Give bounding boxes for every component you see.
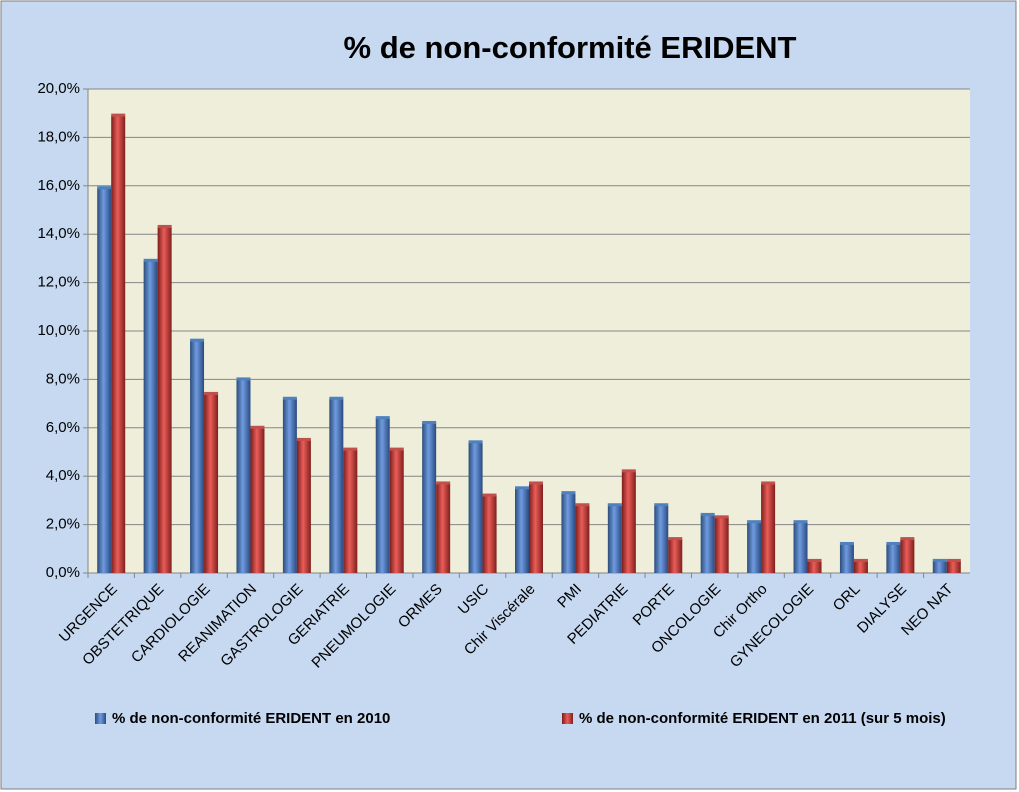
y-tick-label: 4,0% <box>46 467 80 484</box>
bar-cap <box>932 558 947 562</box>
bar <box>515 488 529 573</box>
bar <box>747 522 762 573</box>
bar <box>886 543 901 573</box>
bar <box>97 188 112 573</box>
bar-cap <box>515 486 529 490</box>
y-tick-label: 10,0% <box>37 322 80 339</box>
bar <box>389 449 404 573</box>
bar <box>853 560 868 573</box>
legend-swatch <box>95 713 106 724</box>
bar <box>621 471 636 573</box>
legend-swatch <box>562 713 573 724</box>
bar-cap <box>761 481 776 485</box>
bar <box>668 539 683 573</box>
bar <box>422 422 437 573</box>
bar <box>607 505 622 573</box>
bar <box>932 560 947 573</box>
bar-cap <box>343 447 358 451</box>
legend-entry: % de non-conformité ERIDENT en 2010 <box>95 708 390 730</box>
y-tick-label: 6,0% <box>46 419 80 436</box>
bar-cap <box>575 503 590 507</box>
bar <box>296 439 311 573</box>
bar <box>946 560 961 573</box>
bar <box>761 483 776 573</box>
bar-cap <box>329 396 344 400</box>
bar <box>436 483 451 573</box>
bar <box>654 505 669 573</box>
bar-cap <box>236 377 251 381</box>
bar <box>900 539 915 573</box>
legend-entry: % de non-conformité ERIDENT en 2011 (sur… <box>562 708 962 730</box>
bar <box>529 483 543 573</box>
bar-cap <box>747 520 762 524</box>
y-tick-label: 0,0% <box>46 564 80 581</box>
bar-cap <box>296 437 311 441</box>
bar <box>561 493 576 573</box>
bar <box>807 560 822 573</box>
bar-cap <box>468 440 483 444</box>
bar-cap <box>282 396 297 400</box>
y-tick-label: 14,0% <box>37 225 80 242</box>
bar-cap <box>250 425 265 429</box>
legend-label: % de non-conformité ERIDENT en 2011 (sur… <box>579 710 946 727</box>
bar <box>700 514 715 573</box>
legend-label: % de non-conformité ERIDENT en 2010 <box>112 710 391 727</box>
bar <box>714 517 729 573</box>
bar-cap <box>700 512 715 516</box>
bar-cap <box>839 541 854 545</box>
chart-title: % de non-conformité ERIDENT <box>344 30 797 65</box>
bar <box>236 379 251 573</box>
bar-cap <box>389 447 404 451</box>
bar-cap <box>853 558 868 562</box>
y-tick-label: 8,0% <box>46 370 80 387</box>
bar-cap <box>204 391 219 395</box>
y-tick-label: 20,0% <box>37 80 80 97</box>
bar <box>282 398 297 573</box>
bar <box>482 495 497 573</box>
bar-cap <box>654 503 669 507</box>
bar-cap <box>900 537 915 541</box>
bar <box>157 226 172 573</box>
bar <box>190 340 205 573</box>
bar-cap <box>375 416 390 420</box>
bar-cap <box>621 469 636 473</box>
bar <box>793 522 808 573</box>
bar-cap <box>668 537 683 541</box>
bar-cap <box>607 503 622 507</box>
bar-cap <box>157 224 172 228</box>
bar <box>143 260 158 573</box>
bar-cap <box>436 481 451 485</box>
bar <box>343 449 358 573</box>
bar-cap <box>422 420 437 424</box>
bar-cap <box>111 113 126 117</box>
bar <box>839 543 854 573</box>
bar-cap <box>714 515 729 519</box>
bar-cap <box>482 493 497 497</box>
bar <box>250 427 265 573</box>
bar <box>468 442 483 573</box>
bar <box>375 418 390 573</box>
bar <box>575 505 590 573</box>
bar-cap <box>946 558 961 562</box>
y-tick-label: 12,0% <box>37 274 80 291</box>
bar-cap <box>886 541 901 545</box>
y-tick-label: 2,0% <box>46 516 80 533</box>
bar-cap <box>793 520 808 524</box>
bar-cap <box>529 481 543 485</box>
bar <box>111 115 126 574</box>
y-tick-label: 16,0% <box>37 177 80 194</box>
y-tick-label: 18,0% <box>37 128 80 145</box>
bar-cap <box>143 258 158 262</box>
bar-cap <box>97 186 112 190</box>
bar-cap <box>190 338 205 342</box>
bar-cap <box>561 491 576 495</box>
bar <box>329 398 344 573</box>
bar <box>204 393 219 573</box>
bar-cap <box>807 558 822 562</box>
